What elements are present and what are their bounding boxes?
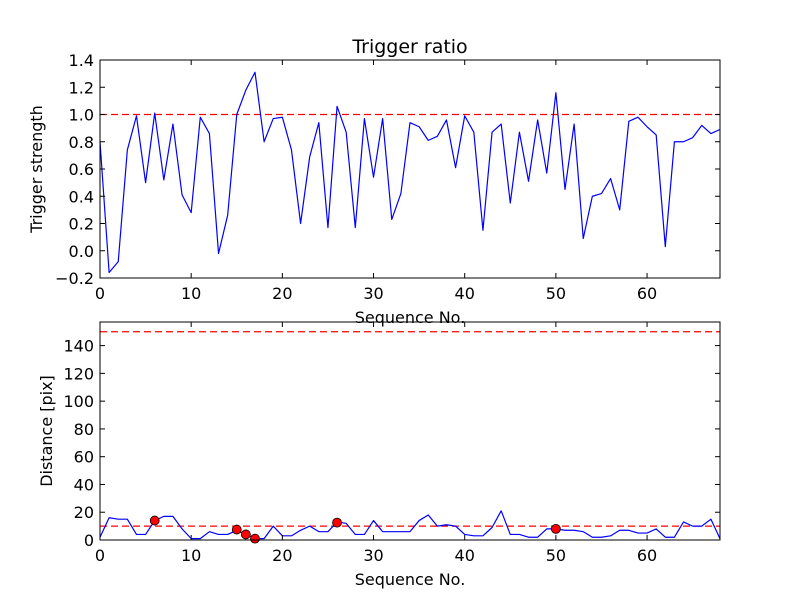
data-point-marker	[240, 529, 251, 540]
y-tick-label: 1.4	[69, 51, 94, 70]
y-tick-label: 0	[84, 531, 94, 550]
plot-frame	[99, 59, 721, 279]
x-tick-label: 50	[546, 546, 566, 565]
x-tick-label: 0	[95, 284, 105, 303]
x-tick-label: 30	[363, 546, 383, 565]
distance-chart: 0 10 20 30 40 50 60 0 20 40 60 80 100 120 140 Sequence…	[37, 321, 721, 589]
y-tick-label: 100	[63, 392, 94, 411]
data-point-marker	[550, 523, 561, 534]
series-line	[99, 71, 721, 274]
data-point-marker	[332, 517, 342, 528]
y-tick-label: 0.0	[69, 242, 94, 261]
chart-title: Trigger ratio	[351, 36, 467, 58]
y-tick-label: 1.2	[69, 78, 94, 97]
y-tick-label: 120	[63, 364, 94, 383]
y-axis-label: Distance [pix]	[37, 375, 56, 487]
plot-frame	[99, 321, 721, 541]
y-tick-label: 60	[74, 448, 94, 467]
x-tick-label: 40	[455, 546, 475, 565]
y-tick-label: 20	[74, 503, 94, 522]
x-axis-label: Sequence No.	[355, 570, 466, 589]
data-point-marker	[250, 533, 260, 544]
x-tick-label: 50	[546, 284, 566, 303]
y-tick-label: 1.0	[69, 106, 94, 125]
x-tick-label: 60	[637, 284, 657, 303]
x-tick-label: 30	[363, 284, 383, 303]
y-tick-label: 140	[63, 337, 94, 356]
y-axis-label: Trigger strength	[27, 105, 46, 234]
x-tick-label: 0	[95, 546, 105, 565]
x-tick-label: 10	[181, 284, 201, 303]
y-tick-label: 0.2	[69, 215, 94, 234]
y-tick-label: 0.4	[69, 187, 94, 206]
series-line	[99, 510, 721, 540]
data-point-marker	[149, 515, 160, 526]
x-axis-label: Sequence No.	[355, 308, 466, 327]
x-tick-label: 40	[455, 284, 475, 303]
x-tick-label: 10	[181, 546, 201, 565]
trigger-ratio-chart: 0 10 20 30 40 50 60 −0.2 0.0 0.2 0.4 0.6 0.8 1.0 1.2 1.…	[27, 51, 721, 327]
x-tick-label: 60	[637, 546, 657, 565]
y-tick-label: 0.8	[69, 133, 94, 152]
x-tick-label: 20	[272, 546, 292, 565]
y-tick-label: 0.6	[69, 160, 94, 179]
y-tick-label: 80	[74, 420, 94, 439]
data-point-marker	[231, 524, 242, 535]
x-tick-label: 20	[272, 284, 292, 303]
y-tick-label: −0.2	[55, 269, 94, 288]
y-tick-label: 40	[74, 475, 94, 494]
